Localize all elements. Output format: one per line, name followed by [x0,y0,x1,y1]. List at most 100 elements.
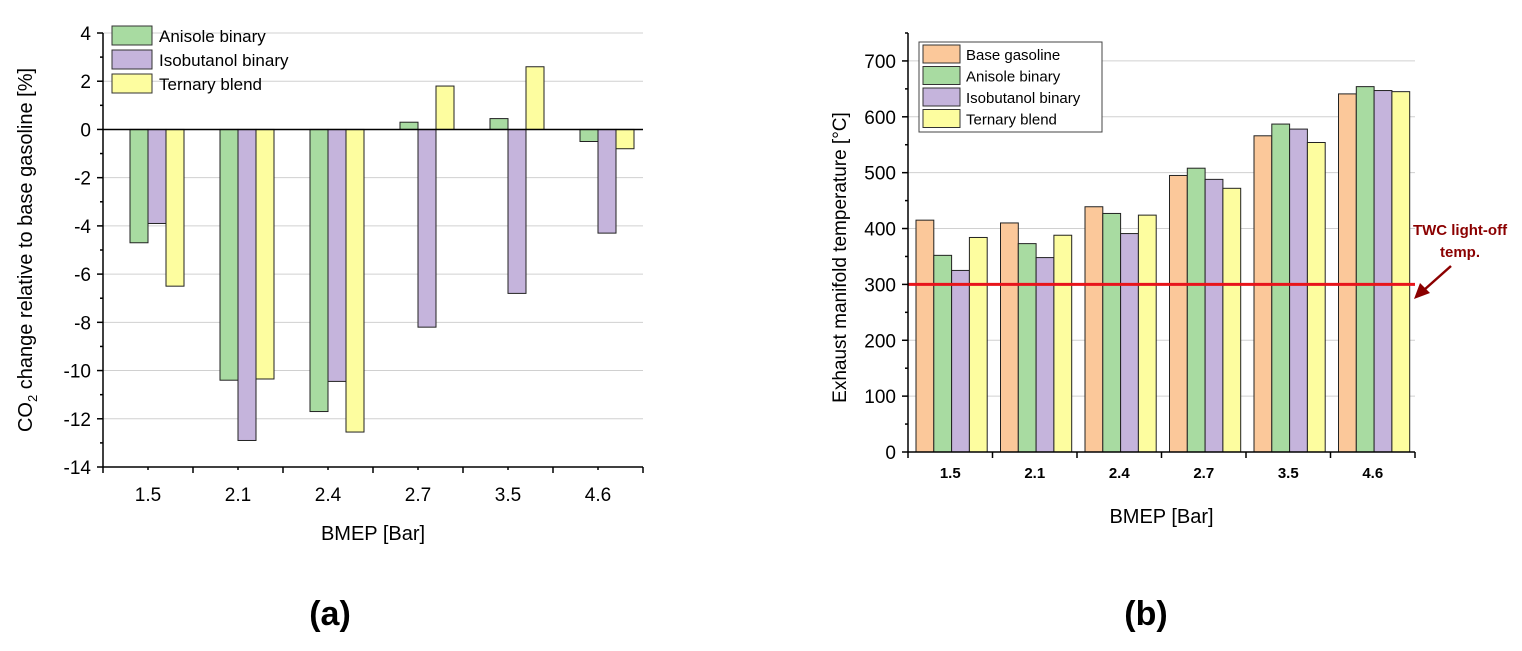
b-bar [1355,86,1375,453]
b-y-tick-label: 600 [864,108,896,129]
a-bar [507,128,527,294]
a-y-tick-label: -6 [74,265,91,286]
b-panel-label: (b) [1124,595,1167,633]
a-bar [345,128,365,433]
a-legend-swatch [111,73,153,94]
a-x-tick-label: 1.5 [135,485,161,506]
b-bar [1035,257,1055,453]
b-legend-swatch [922,87,961,107]
a-bar [327,128,347,382]
a-legend-label: Anisole binary [159,27,266,46]
b-legend-swatch [922,109,961,128]
a-y-tick-label: 2 [80,72,91,93]
b-bar [1222,187,1242,453]
panel-a: -14 -12 -10 -8 -6 -4 -2 0 2 4 1.5 2.1 2.4 2.7 3.5 4.6 BM… [15,24,644,633]
a-bar [237,128,257,441]
a-y-tick-label: 4 [80,24,91,45]
b-annotation-arrow [1423,265,1452,291]
b-legend-label: Anisole binary [966,69,1061,86]
b-annotation-label: temp. [1440,244,1480,261]
a-panel-label: (a) [309,595,351,633]
b-y-tick-label: 0 [885,443,896,464]
b-legend-label: Base gasoline [966,47,1060,64]
a-y-label-part: change relative to base gasoline [%] [15,68,37,395]
a-legend-label: Isobutanol binary [159,51,289,70]
b-x-tick-label: 2.7 [1193,465,1214,482]
panel-b: 0 100 200 300 400 500 600 700 1.5 2.1 2.4 2.7 3.5 4.6… [830,32,1508,633]
a-x-tick-label: 2.7 [405,485,431,506]
a-bar [309,128,329,413]
b-legend-label: Ternary blend [966,112,1057,129]
a-bar [435,85,455,130]
a-y-tick-label: -12 [64,410,91,431]
a-y-label-part: CO [15,402,37,432]
b-bar [1373,90,1393,453]
b-x-tick-label: 3.5 [1278,465,1299,482]
a-y-label-subscript: 2 [25,395,40,402]
a-y-axis-label: CO2 change relative to base gasoline [%] [15,68,40,432]
b-legend-swatch [922,44,961,64]
a-x-axis-label: BMEP [Bar] [321,523,425,545]
a-x-tick-label: 3.5 [495,485,521,506]
b-x-tick-label: 2.4 [1109,465,1131,482]
b-y-tick-label: 700 [864,52,896,73]
a-bar [525,66,545,130]
b-bar [1186,167,1206,453]
b-x-tick-label: 1.5 [940,465,961,482]
b-annotation-arrowhead [1414,283,1430,299]
b-bar [1169,174,1188,453]
b-bar [1000,222,1019,453]
b-bar [1053,234,1073,453]
a-x-tick-label: 2.4 [315,485,342,506]
b-bar [1391,91,1411,453]
a-y-tick-label: -10 [64,362,91,383]
b-y-tick-label: 300 [864,275,896,296]
b-bar [951,269,970,453]
a-bar [147,128,167,224]
b-bar [1204,178,1224,453]
a-legend-swatch [111,49,153,70]
a-x-tick-label: 4.6 [585,485,611,506]
b-bar [1017,243,1037,453]
b-bar [1271,123,1291,453]
a-y-tick-label: -4 [74,217,91,238]
b-x-tick-label: 2.1 [1024,465,1045,482]
a-bar [399,121,419,130]
b-y-tick-label: 500 [864,164,896,185]
b-bar [1338,93,1357,453]
a-y-tick-label: -14 [64,458,92,479]
b-bar [1306,141,1326,453]
b-bar [1102,212,1122,453]
b-bar [915,219,935,453]
a-bar [219,128,239,381]
b-y-tick-label: 200 [864,331,896,352]
b-bar [1289,128,1308,453]
b-annotation-label: TWC light-off [1413,222,1508,239]
b-bar [1253,135,1273,453]
b-legend: Base gasoline Anisole binary Isobutanol bi… [918,41,1103,133]
a-y-tick-label: -2 [74,169,91,190]
b-bar [1137,214,1157,453]
a-bar [417,128,437,328]
b-y-tick-label: 400 [864,220,896,241]
a-bar [597,128,617,234]
a-legend-swatch [111,25,153,46]
b-bar [1084,206,1104,453]
b-bar [1120,233,1139,453]
a-bar [165,128,185,287]
b-y-tick-label: 100 [864,387,896,408]
b-legend-swatch [922,66,961,85]
a-legend: Anisole binary Isobutanol binary Ternary b… [111,25,289,94]
a-bar [615,128,635,150]
a-x-tick-label: 2.1 [225,485,251,506]
a-bar [255,128,275,380]
b-y-axis-label: Exhaust manifold temperature [°C] [830,112,851,403]
a-bar [129,128,149,244]
a-y-tick-label: -8 [74,313,91,334]
b-x-axis-label: BMEP [Bar] [1109,506,1213,528]
a-bar [489,118,509,130]
a-legend-label: Ternary blend [159,75,262,94]
a-bar [579,128,599,142]
